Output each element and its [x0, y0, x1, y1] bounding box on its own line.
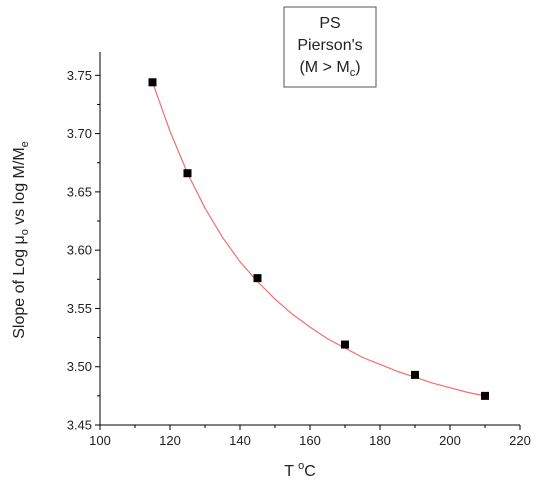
x-axis-title-tail: C	[304, 463, 316, 480]
data-point	[411, 370, 419, 379]
data-point	[481, 391, 489, 400]
y-tick-label: 3.45	[67, 418, 92, 433]
legend-line-3: (M > Mc)	[299, 59, 360, 79]
legend-line-2: Pierson's	[297, 37, 362, 54]
fit-curve-line	[151, 82, 486, 397]
y-tick-label: 3.60	[67, 243, 92, 258]
y-axis-title-sub1: o	[19, 229, 31, 235]
y-axis-title-mu: μ	[11, 235, 28, 244]
legend-box	[283, 6, 377, 88]
data-points	[148, 78, 489, 400]
legend-line-3-main: (M > M	[299, 59, 349, 76]
x-tick-label: 100	[89, 433, 111, 448]
x-axis-title: T oC	[284, 460, 316, 480]
y-tick-label: 3.50	[67, 359, 92, 374]
data-point	[253, 274, 262, 283]
y-axis-ticks: 3.45 3.50 3.55 3.60 3.65 3.70 3.75	[67, 68, 100, 433]
legend-line-1: PS	[319, 15, 340, 32]
legend-line-3-tail: )	[355, 59, 360, 76]
y-tick-label: 3.70	[67, 126, 92, 141]
legend-line-3-sub: c	[350, 67, 356, 79]
data-point	[341, 340, 349, 349]
y-axis-title-sub2: e	[19, 141, 31, 147]
y-tick-label: 3.55	[67, 301, 92, 316]
y-tick-label: 3.65	[67, 184, 92, 199]
data-point	[183, 169, 192, 178]
legend: PS Pierson's (M > Mc)	[283, 6, 377, 88]
y-axis-title: Slope of Log μo vs log M/Me	[11, 141, 31, 339]
x-tick-label: 180	[369, 433, 391, 448]
x-tick-label: 220	[509, 433, 531, 448]
y-axis-title-part1: Slope of Log	[11, 244, 28, 338]
x-axis-ticks: 100 120 140 160 180 200 220	[89, 425, 531, 448]
x-tick-label: 140	[229, 433, 251, 448]
data-point	[148, 78, 157, 87]
y-tick-label: 3.75	[67, 68, 92, 83]
x-tick-label: 200	[439, 433, 461, 448]
x-tick-label: 160	[299, 433, 321, 448]
y-axis-title-part2: vs log M/M	[11, 147, 28, 229]
x-tick-label: 120	[159, 433, 181, 448]
x-axis-title-sup: o	[298, 460, 304, 472]
x-axis-title-main: T	[284, 463, 298, 480]
